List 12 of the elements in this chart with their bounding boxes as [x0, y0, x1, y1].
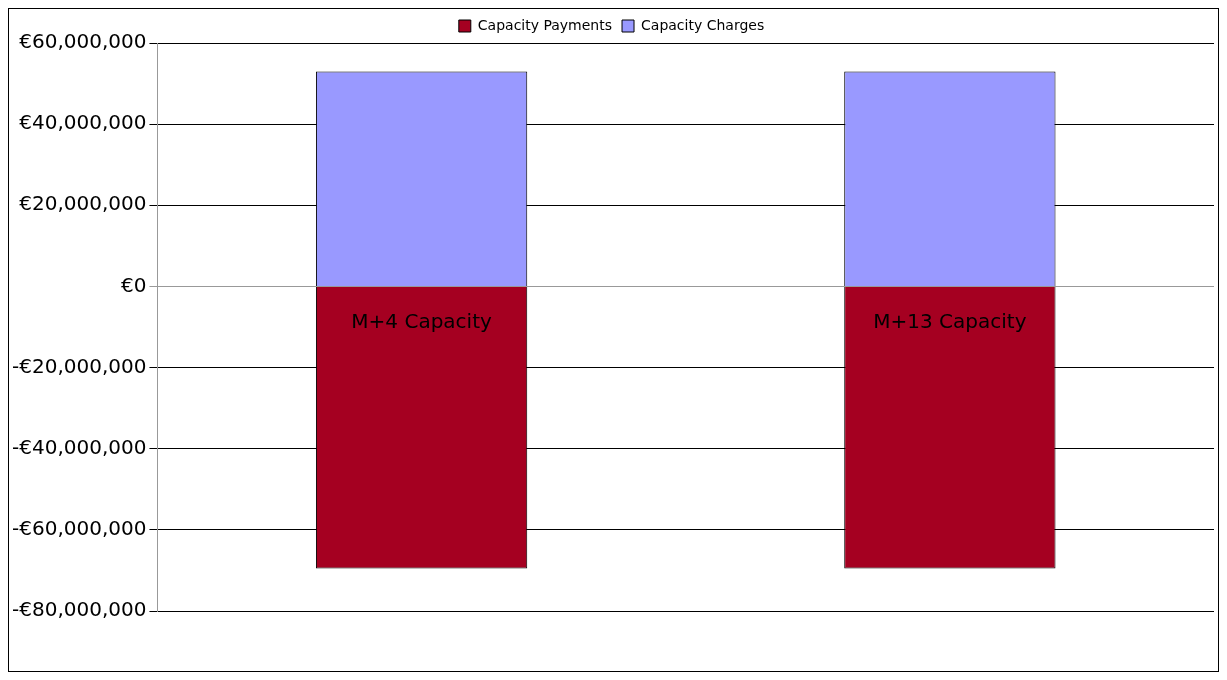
x-tick-label: M+4 Capacity	[351, 308, 492, 333]
x-tick-label: M+13 Capacity	[873, 308, 1027, 333]
y-tick-label: -€40,000,000	[12, 434, 147, 459]
y-tick-label: -€20,000,000	[12, 353, 147, 378]
y-tick-label: -€60,000,000	[12, 516, 147, 541]
legend-label: Capacity Charges	[641, 16, 765, 33]
y-tick-label: €60,000,000	[19, 29, 147, 54]
y-tick-label: €0	[121, 272, 147, 297]
y-tick-label: €40,000,000	[19, 110, 147, 135]
y-tick-label: €20,000,000	[19, 191, 147, 216]
legend-label: Capacity Payments	[477, 16, 613, 33]
y-tick-label: -€80,000,000	[12, 597, 147, 622]
